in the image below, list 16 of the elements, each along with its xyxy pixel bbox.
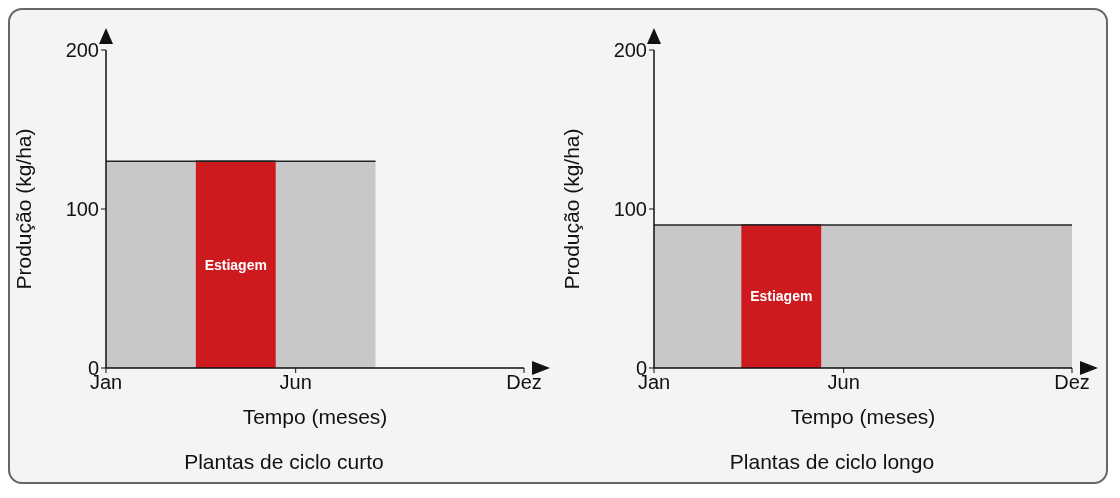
text: Plantas de ciclo longo: [728, 450, 936, 474]
x-tick-label: Jun: [827, 371, 860, 394]
y-tick-label: 100: [65, 198, 99, 221]
y-axis-title: Produção (kg/ha): [560, 128, 584, 290]
y-tick-label: 100: [613, 198, 647, 221]
series-label: Estiagem: [749, 287, 814, 306]
text: Plantas de ciclo curto: [183, 450, 385, 474]
x-tick-label: Dez: [1054, 371, 1090, 394]
y-tick-label: 200: [613, 39, 647, 62]
x-tick-label: Dez: [506, 371, 542, 394]
y-tick-label: 200: [65, 39, 99, 62]
x-axis-title: Tempo (meses): [242, 405, 388, 428]
x-tick-label: Jun: [279, 371, 312, 394]
series-label: Estiagem: [203, 255, 268, 274]
y-axis-title: Produção (kg/ha): [12, 128, 36, 290]
x-axis-title: Tempo (meses): [790, 405, 936, 428]
